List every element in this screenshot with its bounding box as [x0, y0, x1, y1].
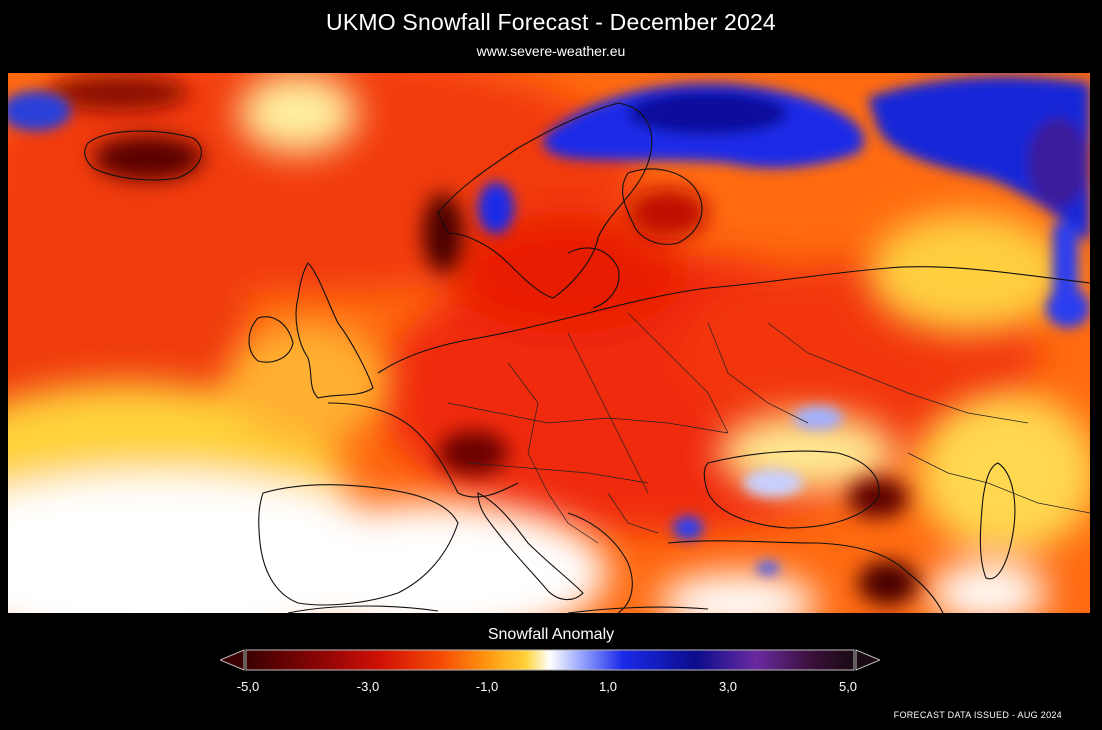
- scale-tick-label: -1,0: [475, 679, 499, 694]
- scale-tick-label: 5,0: [838, 679, 858, 694]
- legend-title: Snowfall Anomaly: [487, 626, 615, 643]
- scale-gradient: [245, 649, 855, 671]
- anomaly-map: [8, 73, 1090, 613]
- scale-tick-label: -3,0: [356, 679, 380, 694]
- map-title: UKMO Snowfall Forecast - December 2024: [326, 9, 776, 35]
- anomaly-field-strong-negative: [48, 75, 918, 605]
- scale-max-arrow: [855, 649, 880, 671]
- forecast-issued-note: FORECAST DATA ISSUED - AUG 2024: [893, 710, 1062, 720]
- country-borders: [447, 312, 1090, 544]
- anomaly-field-neutral: [8, 73, 1090, 613]
- anomaly-map-canvas: [8, 73, 1090, 613]
- scale-tick-label: -5,0: [236, 679, 260, 694]
- scale-min-arrow: [220, 649, 245, 671]
- map-subtitle: www.severe-weather.eu: [476, 43, 626, 59]
- color-scale-bar: [220, 649, 880, 671]
- scale-tick-label: 1,0: [598, 679, 618, 694]
- scale-tick-label: 3,0: [718, 679, 738, 694]
- coastline-outlines: [84, 102, 1090, 613]
